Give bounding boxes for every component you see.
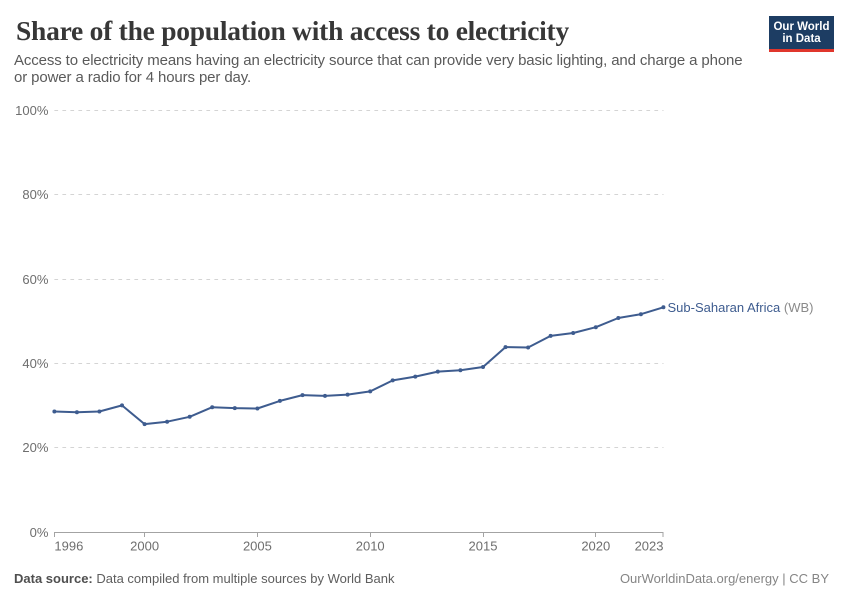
svg-text:100%: 100% [15, 103, 49, 118]
svg-text:20%: 20% [22, 440, 48, 455]
svg-text:2023: 2023 [635, 539, 664, 554]
svg-text:2015: 2015 [469, 539, 498, 554]
svg-text:60%: 60% [22, 272, 48, 287]
svg-text:2020: 2020 [581, 539, 610, 554]
svg-text:2005: 2005 [243, 539, 272, 554]
svg-text:0%: 0% [30, 525, 49, 540]
svg-text:Sub-Saharan Africa (WB): Sub-Saharan Africa (WB) [668, 300, 814, 315]
svg-text:2000: 2000 [130, 539, 159, 554]
svg-text:1996: 1996 [54, 539, 83, 554]
svg-text:80%: 80% [22, 187, 48, 202]
svg-text:40%: 40% [22, 356, 48, 371]
svg-text:2010: 2010 [356, 539, 385, 554]
